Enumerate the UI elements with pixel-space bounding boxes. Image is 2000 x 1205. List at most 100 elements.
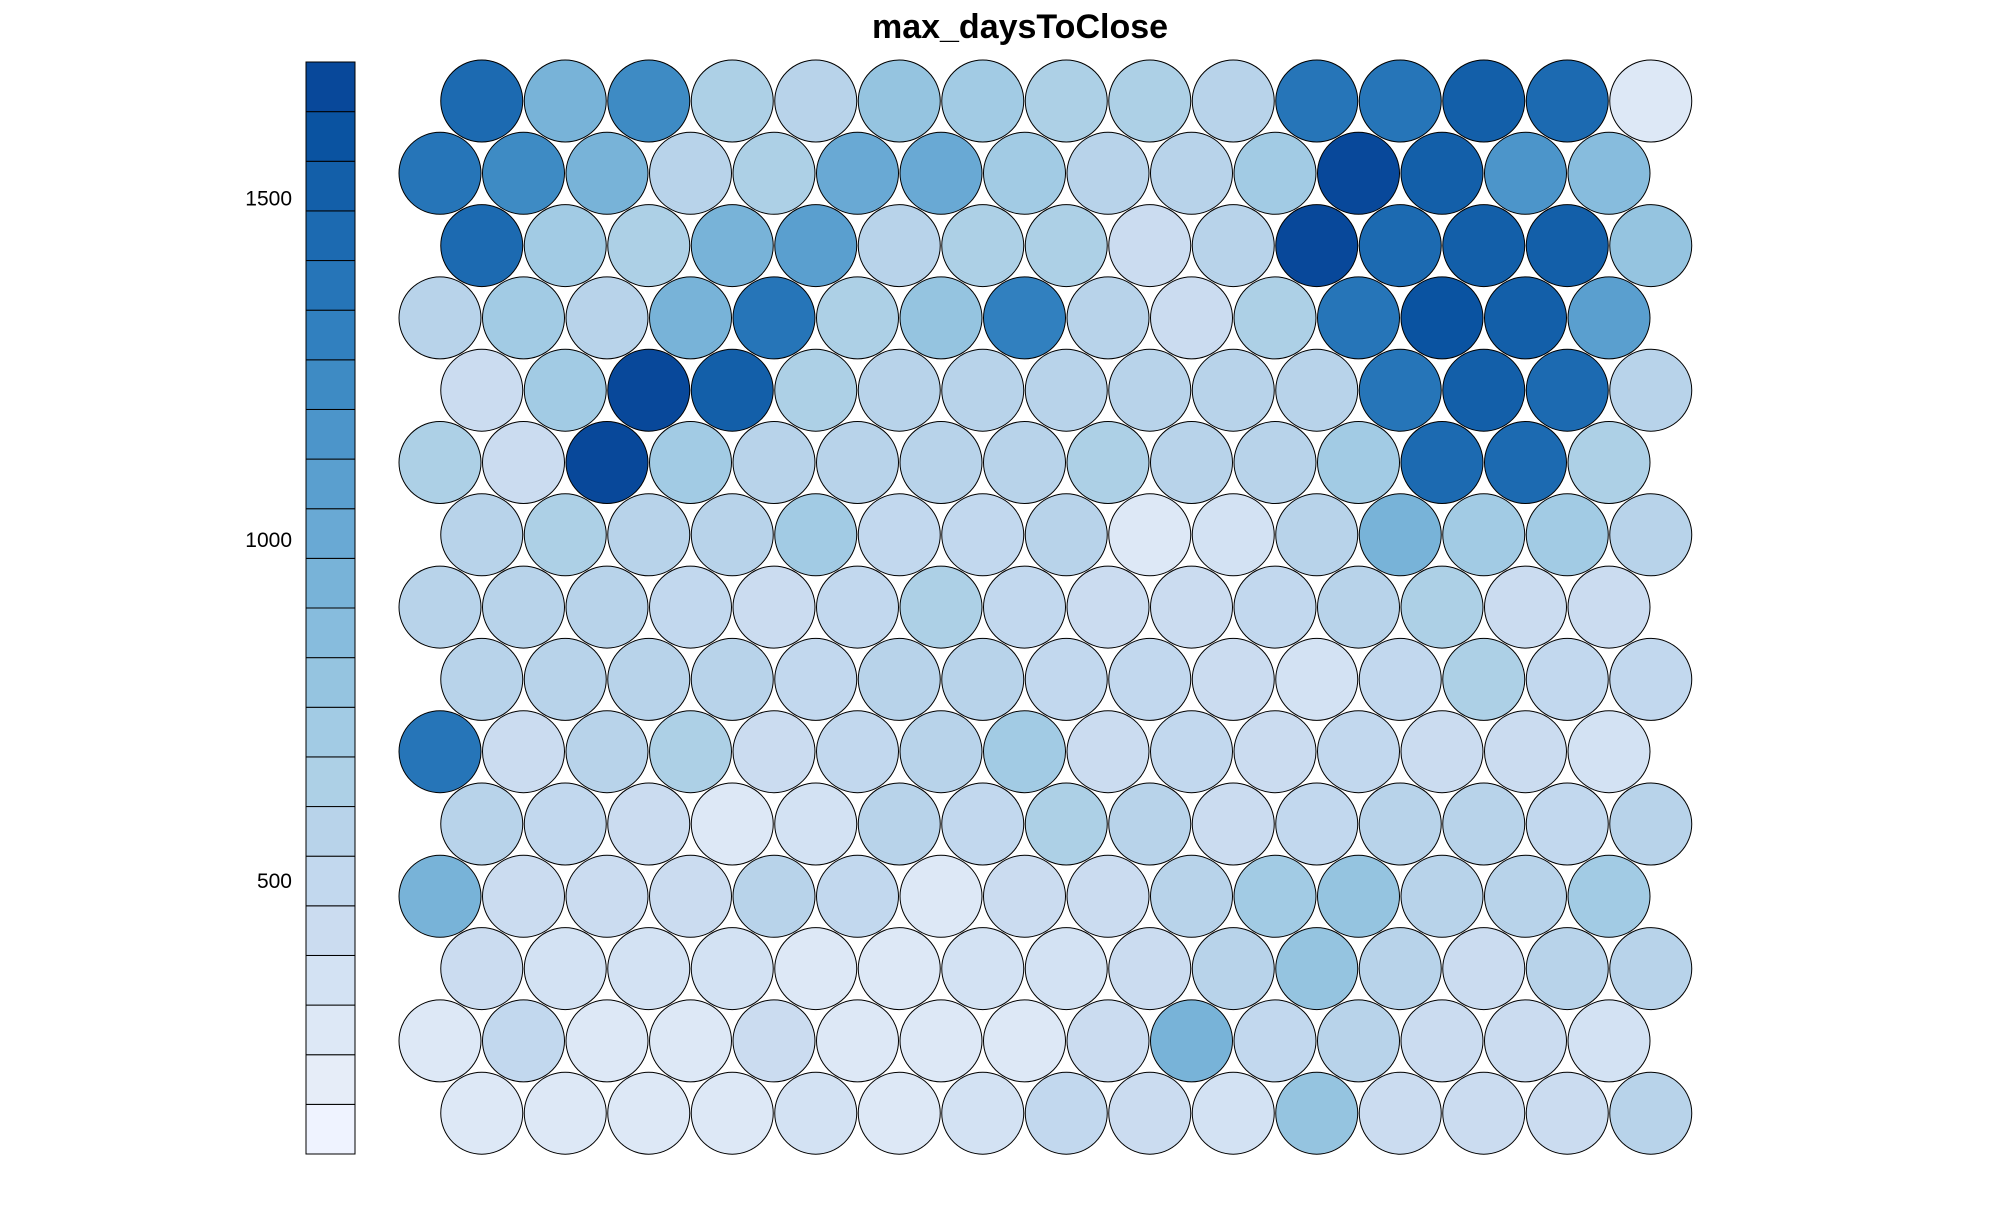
som-node [774,204,858,288]
som-node [1567,421,1651,504]
som-node [774,59,858,143]
som-node [607,637,691,721]
som-node [565,565,649,649]
som-node [1233,131,1317,215]
som-node [607,927,691,1011]
som-node [523,637,607,721]
som-node [398,854,482,938]
som-node [1442,782,1526,866]
som-node [857,204,941,288]
som-node [482,131,565,215]
som-node [1400,421,1484,504]
som-node [649,710,732,794]
colorbar-segment [305,111,356,162]
som-node [1317,999,1400,1083]
som-node [941,927,1025,1011]
som-node [1108,59,1192,143]
som-node [732,276,816,360]
som-node [1525,1071,1609,1155]
som-node [857,59,941,143]
som-node [1317,131,1400,215]
som-node [899,276,983,360]
som-node [732,131,816,215]
som-node [941,1071,1025,1155]
som-node [1066,854,1150,938]
som-node [1358,637,1442,721]
som-node [732,421,816,504]
som-node [1024,348,1108,432]
som-node [1275,927,1359,1011]
colorbar-segment [305,1103,356,1155]
som-node [649,854,732,938]
som-node [941,59,1025,143]
som-node [690,637,774,721]
som-node [732,710,816,794]
som-node [1525,782,1609,866]
colorbar-segment [305,458,356,510]
som-node [857,782,941,866]
som-node [1191,637,1275,721]
som-node [1233,421,1317,504]
som-node [398,565,482,649]
som-node [1024,204,1108,288]
som-node [774,1071,858,1155]
som-node [1191,348,1275,432]
colorbar-segment [305,954,356,1006]
som-node [1484,276,1567,360]
som-node [1024,493,1108,577]
som-node [1024,1071,1108,1155]
som-node [899,565,983,649]
som-node [690,1071,774,1155]
som-node [523,59,607,143]
som-node [1066,276,1150,360]
som-node [1150,421,1233,504]
som-node [1066,565,1150,649]
som-node [941,493,1025,577]
colorbar-segment [305,557,356,609]
som-node [1609,927,1693,1011]
som-node [983,131,1066,215]
som-node [398,999,482,1083]
som-node [482,276,565,360]
som-node [1150,710,1233,794]
som-node [1191,59,1275,143]
som-node [1484,999,1567,1083]
som-node [1400,710,1484,794]
som-node [1567,854,1651,938]
som-node [899,131,983,215]
som-node [1525,927,1609,1011]
som-node [1150,999,1233,1083]
som-node [1609,348,1693,432]
som-node [1024,927,1108,1011]
som-node [523,927,607,1011]
som-node [774,637,858,721]
colorbar-segment [305,855,356,907]
colorbar-tick-label: 1000 [245,529,292,552]
som-node [1191,782,1275,866]
som-node [1317,421,1400,504]
chart-title: max_daysToClose [871,8,1169,46]
som-node [440,348,524,432]
som-node [774,782,858,866]
som-node [1108,637,1192,721]
colorbar-segment [305,210,356,262]
som-node [398,276,482,360]
som-node [983,999,1066,1083]
som-node [1233,565,1317,649]
som-node [482,854,565,938]
som-node [1108,927,1192,1011]
som-node [899,421,983,504]
som-node [1609,493,1693,577]
som-node [1108,348,1192,432]
som-node [1150,565,1233,649]
som-node [690,204,774,288]
som-node [1108,782,1192,866]
som-node [857,493,941,577]
colorbar-segment [305,756,356,808]
som-node [1567,710,1651,794]
som-node [649,999,732,1083]
som-node [1108,204,1192,288]
som-node [565,710,649,794]
som-node [690,493,774,577]
som-node [1525,59,1609,143]
